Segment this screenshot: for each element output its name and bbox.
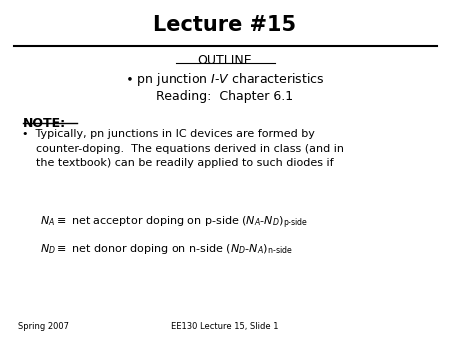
Text: Spring 2007: Spring 2007 [18, 322, 69, 331]
Text: NOTE:: NOTE: [22, 117, 66, 129]
Text: EE130 Lecture 15, Slide 1: EE130 Lecture 15, Slide 1 [171, 322, 279, 331]
Text: Lecture #15: Lecture #15 [153, 15, 297, 35]
Text: OUTLINE: OUTLINE [198, 54, 252, 67]
Text: •  Typically, pn junctions in IC devices are formed by
    counter-doping.  The : • Typically, pn junctions in IC devices … [22, 129, 345, 168]
Text: $N_D \equiv$ net donor doping on n-side $(N_D$-$N_A)_{\rm n\text{-}side}$: $N_D \equiv$ net donor doping on n-side … [40, 242, 293, 256]
Text: $\bullet$ pn junction $I$-$V$ characteristics: $\bullet$ pn junction $I$-$V$ characteri… [125, 71, 325, 88]
Text: Reading:  Chapter 6.1: Reading: Chapter 6.1 [157, 90, 293, 102]
Text: $N_A \equiv$ net acceptor doping on p-side $(N_A$-$N_D)_{\rm p\text{-}side}$: $N_A \equiv$ net acceptor doping on p-si… [40, 215, 309, 231]
